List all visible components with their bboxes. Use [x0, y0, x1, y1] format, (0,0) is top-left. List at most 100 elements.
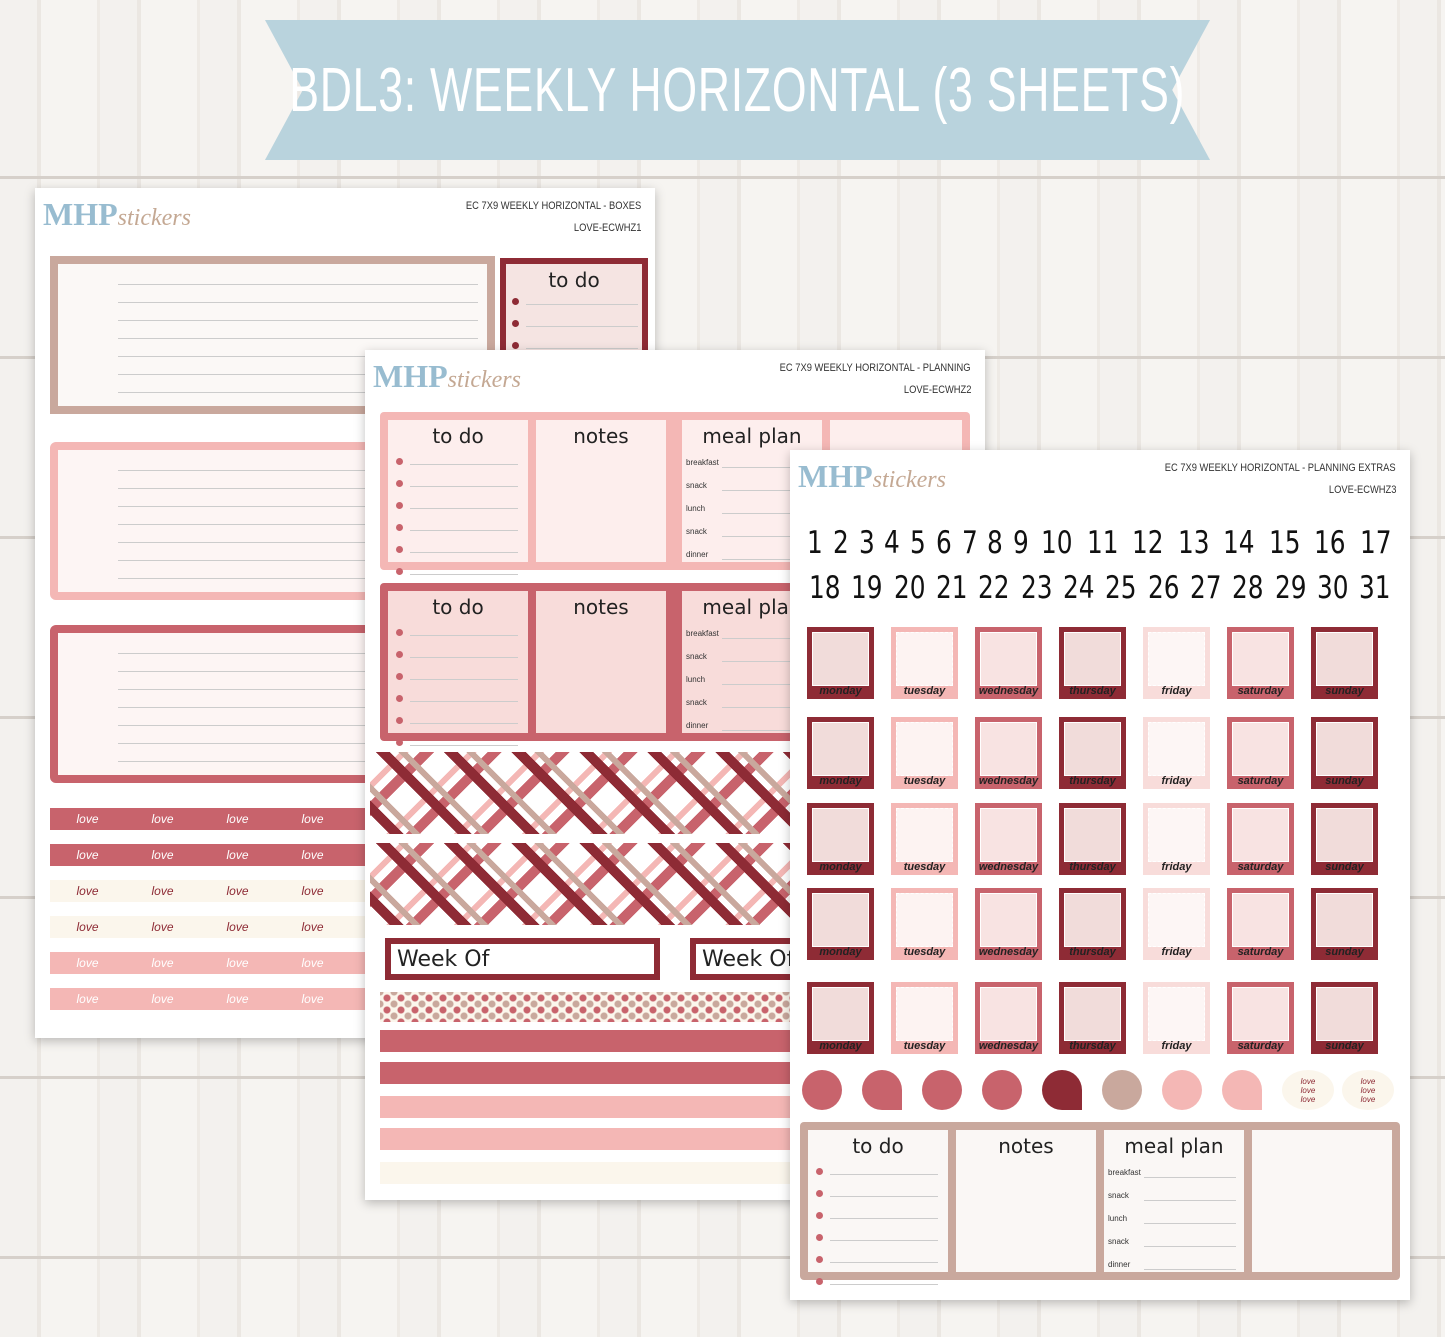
date-number: 23	[1020, 570, 1053, 606]
panel-label: meal plan	[702, 424, 802, 448]
date-number: 10	[1040, 525, 1073, 561]
day-sticker: monday	[807, 982, 874, 1054]
washi-text: love	[76, 884, 99, 898]
day-sticker: tuesday	[891, 803, 958, 875]
rule-line	[410, 723, 518, 724]
date-number: 13	[1177, 525, 1210, 561]
logo-script: stickers	[447, 367, 521, 393]
date-number: 3	[858, 525, 875, 561]
washi-text: love	[76, 992, 99, 1006]
date-number: 30	[1317, 570, 1349, 606]
washi-text: love	[151, 884, 174, 898]
panel-label: meal plan	[1124, 1134, 1224, 1158]
day-label: monday	[819, 861, 862, 873]
logo-script: stickers	[872, 467, 946, 493]
day-sticker: tuesday	[891, 627, 958, 699]
meal-label: lunch	[686, 675, 706, 684]
day-sticker: saturday	[1227, 982, 1294, 1054]
banner: BDL3: WEEKLY HORIZONTAL (3 SHEETS)	[265, 20, 1210, 160]
panel-label: notes	[998, 1134, 1054, 1158]
day-inner	[1232, 893, 1289, 947]
washi-text: love	[151, 956, 174, 970]
day-inner	[980, 722, 1037, 776]
date-number: 25	[1105, 570, 1137, 606]
day-label: tuesday	[903, 775, 946, 787]
day-sticker: thursday	[1059, 627, 1126, 699]
rule-line	[1144, 1269, 1236, 1270]
panel: notes	[956, 1130, 1096, 1272]
round-sticker	[1162, 1070, 1202, 1110]
day-inner	[896, 808, 953, 862]
rule-line	[118, 374, 478, 375]
day-inner	[896, 632, 953, 686]
meal-label: lunch	[686, 504, 706, 513]
meal-label: snack	[1108, 1237, 1129, 1246]
rule-line	[1144, 1246, 1236, 1247]
day-inner	[1148, 893, 1205, 947]
day-label: friday	[1161, 946, 1192, 958]
bullet	[396, 651, 403, 658]
day-inner	[812, 987, 869, 1041]
rule-line	[410, 635, 518, 636]
day-inner	[1232, 808, 1289, 862]
day-sticker: sunday	[1311, 888, 1378, 960]
day-label: monday	[819, 775, 862, 787]
panel-label: notes	[573, 424, 629, 448]
washi-text: love	[76, 920, 99, 934]
washi-text: love	[151, 920, 174, 934]
rule-line	[118, 284, 478, 285]
day-label: monday	[819, 1040, 862, 1052]
rule-line	[1144, 1223, 1236, 1224]
day-label: saturday	[1237, 685, 1284, 697]
day-sticker: thursday	[1059, 717, 1126, 789]
bullet	[512, 298, 519, 305]
date-number: 31	[1359, 570, 1391, 606]
day-inner	[896, 893, 953, 947]
rule-line	[830, 1196, 938, 1197]
rule-line	[118, 392, 478, 393]
washi-text: love	[226, 884, 249, 898]
washi-text: love	[301, 848, 324, 862]
day-sticker: saturday	[1227, 803, 1294, 875]
panel: meal plan breakfast snack lunch snack dinner	[1104, 1130, 1244, 1272]
date-number: 29	[1274, 570, 1307, 606]
day-inner	[1232, 632, 1289, 686]
day-inner	[1232, 987, 1289, 1041]
day-sticker: friday	[1143, 888, 1210, 960]
day-sticker: friday	[1143, 982, 1210, 1054]
rule-line	[410, 464, 518, 465]
day-sticker: wednesday	[975, 717, 1042, 789]
rule-line	[830, 1218, 938, 1219]
day-label: saturday	[1237, 861, 1284, 873]
date-number: 9	[1013, 525, 1030, 561]
day-label: saturday	[1237, 775, 1284, 787]
day-label: friday	[1161, 1040, 1192, 1052]
rule-line	[830, 1262, 938, 1263]
rule-line	[722, 730, 814, 731]
day-label: friday	[1161, 775, 1192, 787]
day-inner	[980, 808, 1037, 862]
bullet	[816, 1168, 823, 1175]
day-label: sunday	[1325, 861, 1364, 873]
day-sticker: saturday	[1227, 717, 1294, 789]
day-inner	[812, 722, 869, 776]
sheet-code: LOVE-ECWHZ1	[573, 222, 641, 234]
day-inner	[1232, 722, 1289, 776]
logo-brand: MHP	[798, 458, 873, 494]
bullet	[396, 695, 403, 702]
date-number: 7	[961, 525, 978, 561]
rule-line	[118, 320, 478, 321]
round-sticker	[1042, 1070, 1082, 1110]
day-label: monday	[819, 685, 862, 697]
day-label: thursday	[1069, 946, 1116, 958]
date-number: 15	[1268, 525, 1301, 561]
day-sticker: monday	[807, 717, 874, 789]
day-inner	[1148, 808, 1205, 862]
panel: to do	[388, 420, 528, 575]
meal-label: snack	[686, 652, 707, 661]
meal-label: snack	[686, 698, 707, 707]
day-inner	[896, 722, 953, 776]
day-inner	[812, 893, 869, 947]
rule-line	[722, 513, 814, 514]
day-inner	[1316, 893, 1373, 947]
